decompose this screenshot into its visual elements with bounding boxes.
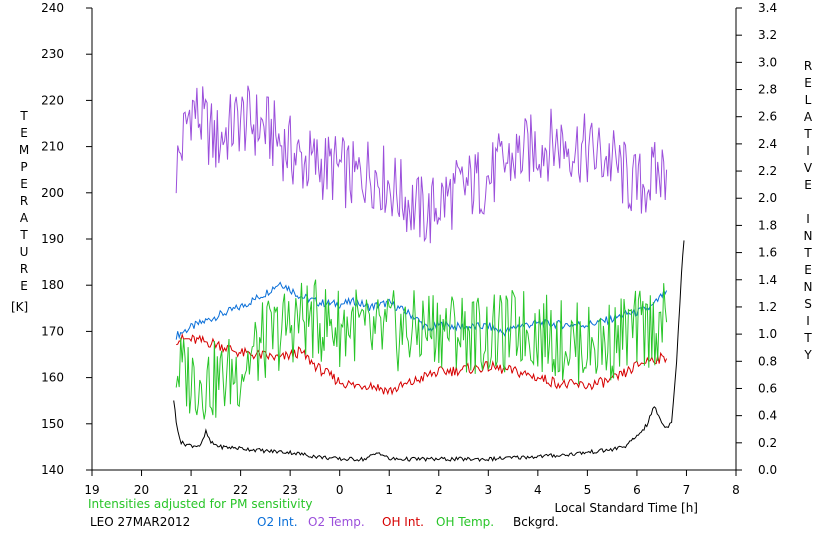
right-tick-label: 0.8 — [758, 354, 777, 368]
series-o2-temp-line — [175, 85, 668, 244]
right-tick-label: 3.0 — [758, 55, 777, 69]
left-axis-letter: A — [19, 211, 29, 225]
note-text: Intensities adjusted for PM sensitivity — [88, 497, 312, 511]
legend-entry: OH Int. — [382, 515, 424, 529]
right-axis-letter: I — [806, 144, 810, 158]
left-axis-unit: [K] — [11, 300, 29, 314]
left-axis-letter: M — [18, 143, 30, 157]
left-axis-letter: R — [19, 262, 29, 276]
right-tick-label: 0.6 — [758, 381, 777, 395]
right-axis-letter: T — [804, 331, 812, 345]
right-axis-letter: L — [804, 93, 812, 107]
series-o2-int-line — [175, 281, 668, 340]
left-axis-letter: T — [20, 109, 28, 123]
right-axis-letter: Y — [804, 348, 812, 362]
x-tick-label: 4 — [534, 483, 542, 497]
right-axis-letter: I — [806, 212, 810, 226]
right-tick-label: 1.6 — [758, 246, 777, 260]
right-axis-letter: V — [803, 161, 813, 175]
left-tick-label: 240 — [41, 1, 64, 15]
x-tick-label: 8 — [732, 483, 740, 497]
left-axis-letter: E — [20, 177, 28, 191]
right-tick-label: 0.2 — [758, 436, 777, 450]
right-axis-letter: R — [803, 59, 813, 73]
left-axis-letter: T — [20, 228, 28, 242]
right-axis-letter: N — [803, 229, 813, 243]
left-tick-label: 220 — [41, 93, 64, 107]
left-tick-label: 180 — [41, 278, 64, 292]
right-axis-letter: E — [804, 263, 812, 277]
right-tick-label: 1.0 — [758, 327, 777, 341]
right-tick-label: 3.4 — [758, 1, 777, 15]
right-axis-letter: N — [803, 280, 813, 294]
series-oh-temp-line — [175, 279, 668, 420]
left-axis-letter: E — [20, 279, 28, 293]
x-tick-label: 0 — [336, 483, 344, 497]
right-tick-label: 2.8 — [758, 83, 777, 97]
series-layer — [173, 85, 685, 463]
right-tick-label: 2.0 — [758, 191, 777, 205]
right-tick-label: 2.6 — [758, 110, 777, 124]
right-axis-letter: T — [804, 127, 812, 141]
legend-entry: O2 Temp. — [308, 515, 365, 529]
left-axis-letter: P — [20, 160, 28, 174]
right-tick-label: 1.8 — [758, 218, 777, 232]
right-tick-label: 2.2 — [758, 164, 777, 178]
series-oh-int-line — [176, 332, 668, 396]
right-axis-letter: E — [804, 76, 812, 90]
legend-entry: OH Temp. — [436, 515, 494, 529]
x-tick-label: 23 — [283, 483, 298, 497]
x-tick-label: 5 — [584, 483, 592, 497]
left-tick-label: 170 — [41, 324, 64, 338]
right-axis-letter: I — [806, 314, 810, 328]
series-bckgrd-line — [173, 240, 685, 463]
x-tick-label: 21 — [183, 483, 198, 497]
x-tick-label: 3 — [484, 483, 492, 497]
right-axis-letter: A — [803, 110, 813, 124]
right-tick-label: 0.0 — [758, 463, 777, 477]
right-axis-letter: S — [804, 297, 812, 311]
right-tick-label: 2.4 — [758, 137, 777, 151]
axes: 1401501601701801902002102202302400.00.20… — [41, 1, 777, 515]
x-axis-label: Local Standard Time [h] — [555, 501, 698, 515]
left-tick-label: 230 — [41, 47, 64, 61]
left-axis-letter: E — [20, 126, 28, 140]
left-axis-letter: U — [19, 245, 29, 259]
right-tick-label: 0.4 — [758, 409, 777, 423]
right-axis-letter — [798, 196, 818, 213]
right-axis-letter: T — [804, 246, 812, 260]
right-tick-label: 1.2 — [758, 300, 777, 314]
left-tick-label: 160 — [41, 371, 64, 385]
x-tick-label: 2 — [435, 483, 443, 497]
right-tick-label: 3.2 — [758, 28, 777, 42]
right-tick-label: 1.4 — [758, 273, 777, 287]
x-tick-label: 6 — [633, 483, 641, 497]
x-tick-label: 20 — [134, 483, 149, 497]
x-tick-label: 22 — [233, 483, 248, 497]
x-tick-label: 7 — [683, 483, 691, 497]
x-tick-label: 1 — [385, 483, 393, 497]
left-tick-label: 200 — [41, 186, 64, 200]
left-axis-letter: R — [19, 194, 29, 208]
right-axis-letter: E — [804, 178, 812, 192]
legend: Intensities adjusted for PM sensitivity L… — [88, 497, 559, 529]
left-tick-label: 140 — [41, 463, 64, 477]
left-tick-label: 210 — [41, 140, 64, 154]
left-tick-label: 190 — [41, 232, 64, 246]
x-tick-label: 19 — [84, 483, 99, 497]
legend-entry: Bckgrd. — [513, 515, 559, 529]
legend-entry: O2 Int. — [257, 515, 298, 529]
left-tick-label: 150 — [41, 417, 64, 431]
station-label: LEO 27MAR2012 — [90, 515, 190, 529]
